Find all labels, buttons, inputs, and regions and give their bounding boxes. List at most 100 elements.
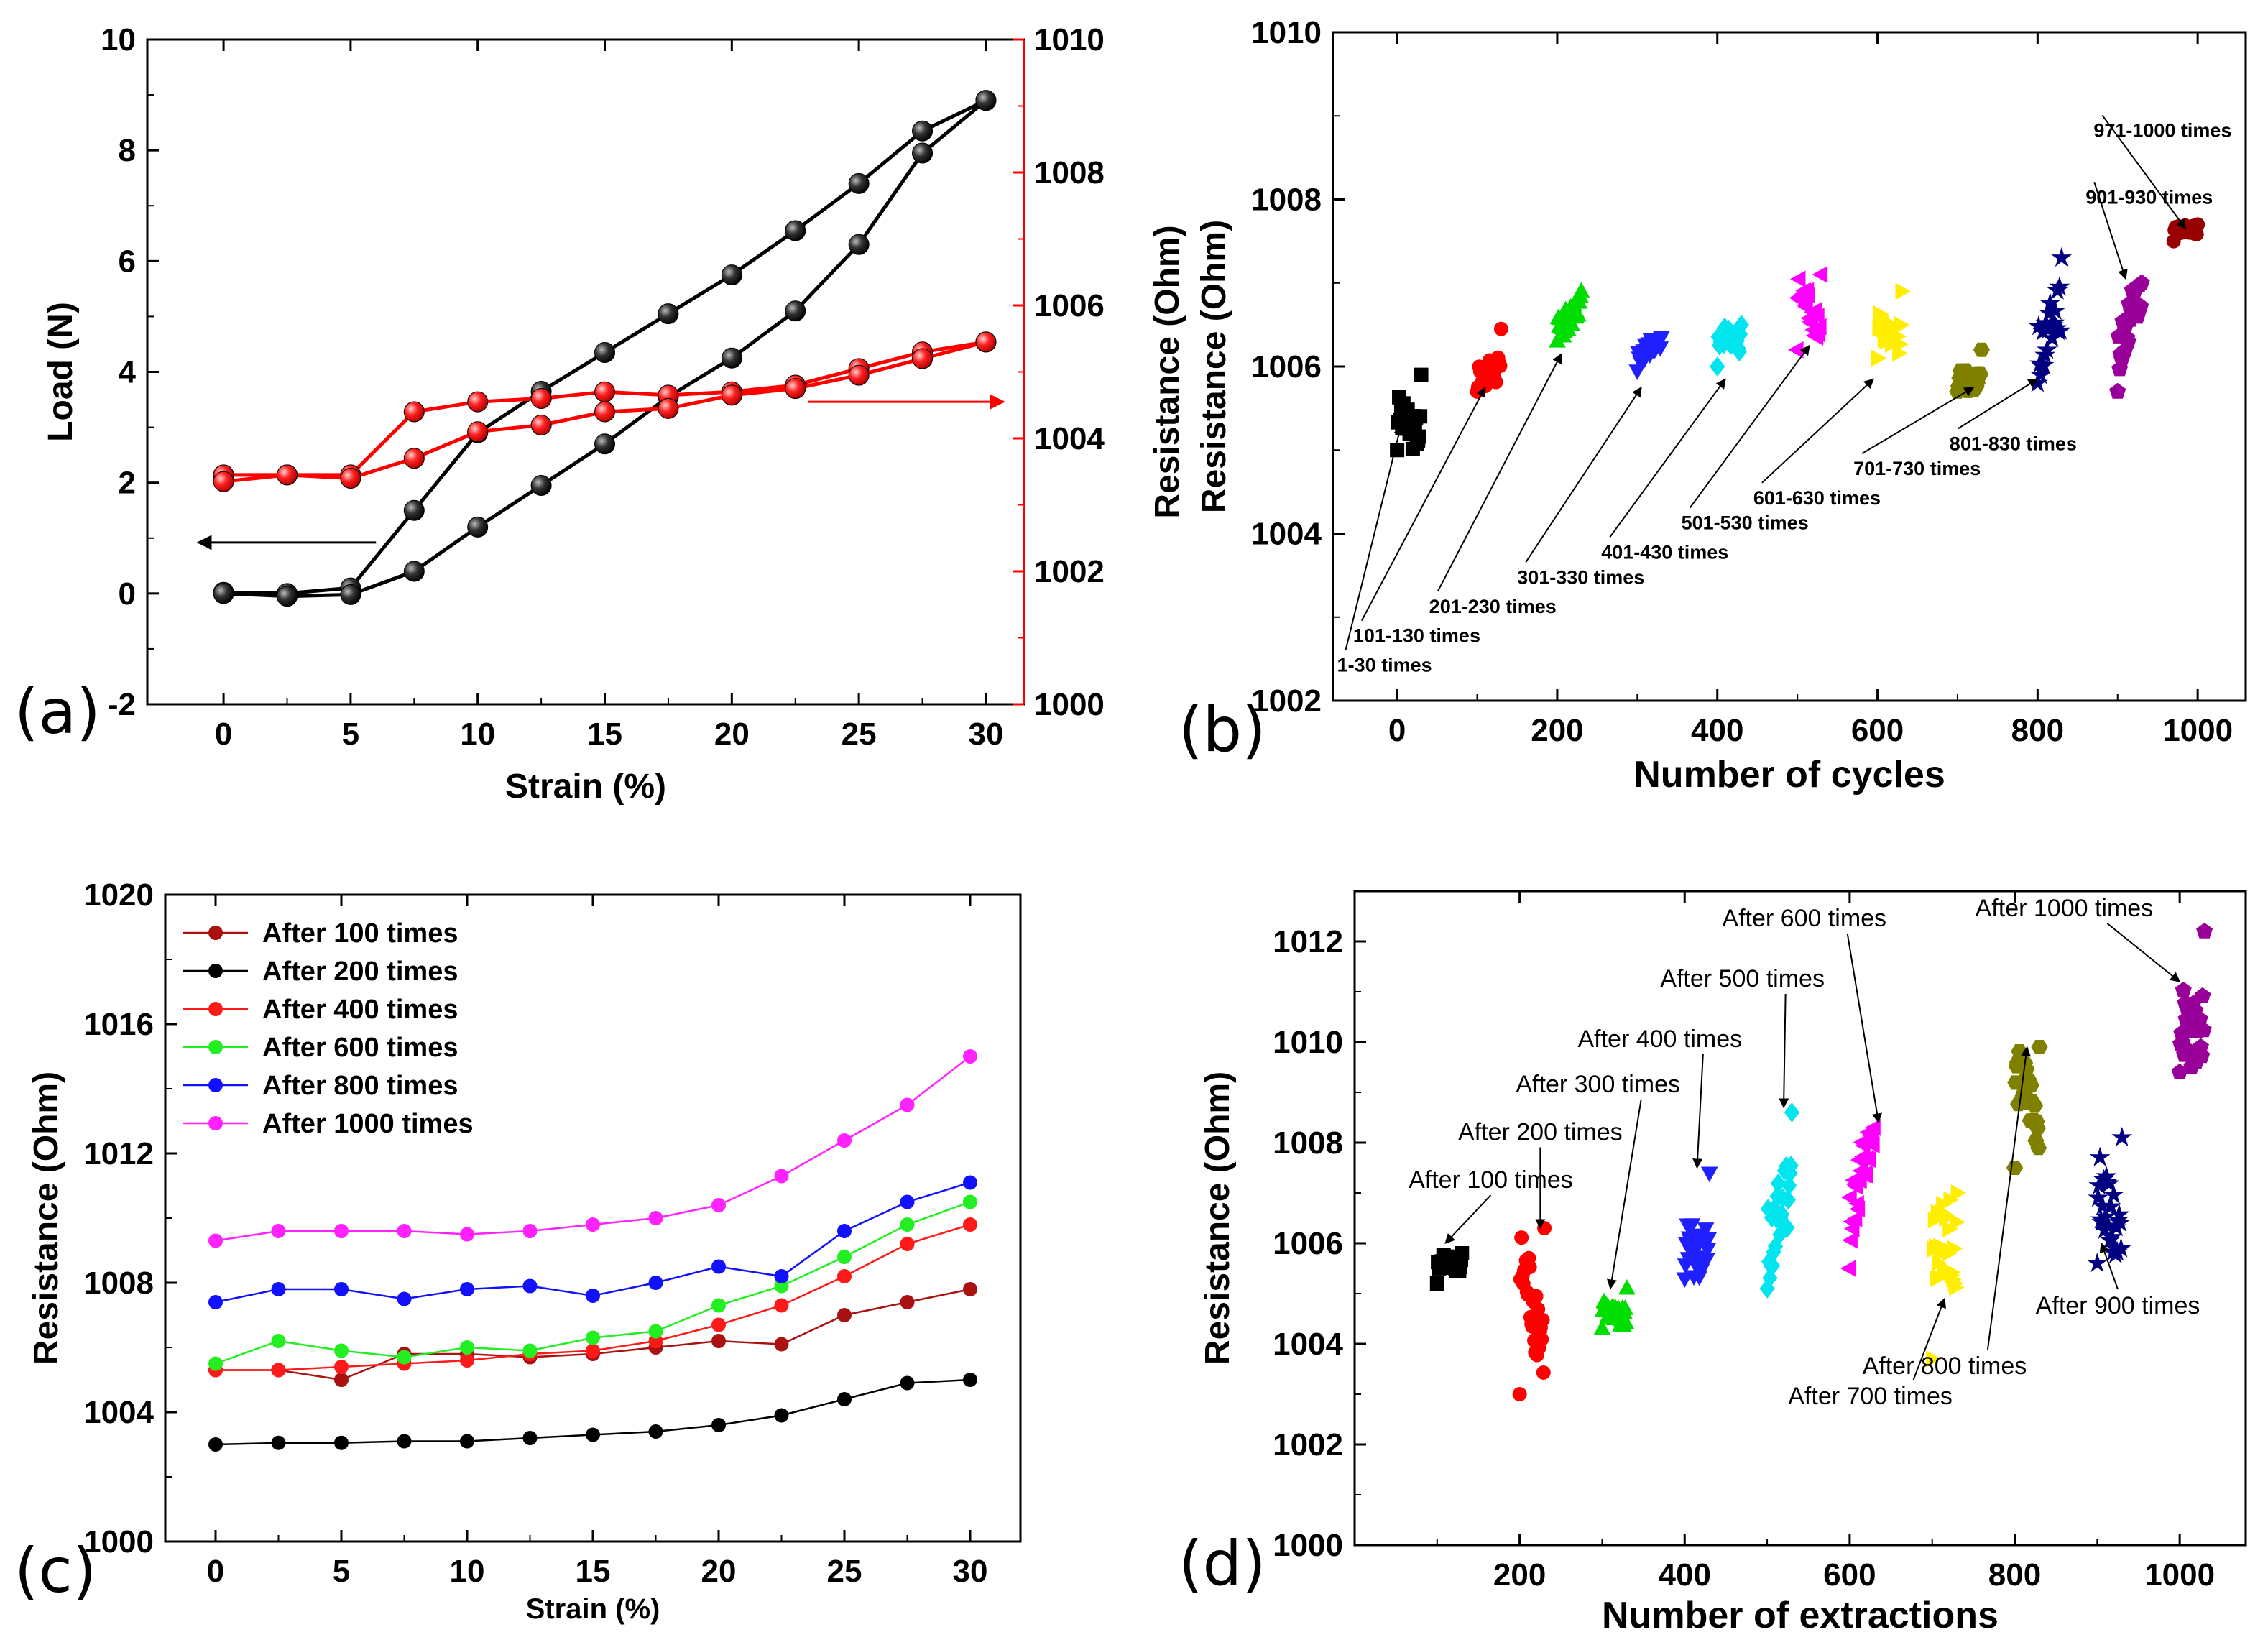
legend-marker [208,926,223,940]
annotation-after-600-times: After 600 times [1722,905,1886,932]
data-point-after-400-times [1700,1232,1718,1248]
annotation-arrow [1861,387,1975,454]
annotation-301-330-times: 301-330 times [1517,566,1644,588]
data-point-after-200-times [1529,1289,1544,1304]
data-point-971-1000-times [2190,217,2205,232]
data-point-after-500-times [1780,1189,1797,1210]
plot-frame-d [1353,890,2247,1547]
data-point-after-400-times [271,1363,286,1378]
data-point-after-800-times [586,1289,600,1303]
annotation-arrow [2106,923,2181,982]
data-point-101-130-times [1488,374,1503,390]
data-point-after-200-times [1522,1260,1537,1275]
data-point-after-800-times [2006,1161,2024,1175]
data-point-resistance-unloading [213,471,234,492]
annotation-arrow [1692,1054,1704,1169]
data-point-after-400-times [334,1360,349,1374]
data-point-resistance-loading [403,401,425,423]
annotation-arrow [1525,386,1642,563]
data-point-resistance-unloading [530,415,552,435]
data-point-after-400-times [900,1237,915,1251]
annotation-arrow [2093,182,2128,280]
legend-label: After 200 times [262,957,458,987]
annotation-601-630-times: 601-630 times [1753,487,1881,509]
data-point-after-500-times [1781,1175,1797,1196]
data-point-401-430-times [1733,315,1749,335]
data-point-resistance-unloading [467,421,489,443]
data-point-load-loading [848,172,870,194]
y2-tick-label: 1000 [1034,687,1105,722]
y-tick-label: 1006 [1273,1226,1343,1261]
data-point-901-930-times [2132,298,2149,314]
data-point-load-unloading [975,90,997,111]
y-tick-label: 1008 [1273,1125,1343,1161]
y2-axis-title: Resistance (Ohm) [1148,225,1186,518]
data-point-after-1000-times [460,1227,474,1242]
data-point-after-400-times [711,1317,726,1332]
data-point-801-830-times [2036,338,2057,359]
data-point-after-600-times [1864,1136,1880,1154]
annotation-arrow [1609,378,1726,538]
data-point-after-900-times [2101,1226,2123,1247]
data-point-201-230-times [1569,306,1587,322]
plot-frame-a [146,38,1025,706]
legend-label: After 400 times [262,995,458,1025]
data-point-after-300-times [1616,1299,1634,1315]
data-point-load-unloading [848,234,870,255]
y-tick-label: 2 [119,466,136,501]
panel-a: 0 5 10 15 20 25 30 -2 0 2 4 6 8 10 1000 1002 1004 1006 100… [14,22,1186,806]
annotation-arrow [1761,378,1874,484]
x-tick-label: 25 [827,1554,862,1589]
data-point-after-200-times [1537,1221,1552,1235]
data-point-after-600-times [1842,1231,1858,1249]
data-point-801-830-times [2039,292,2061,313]
y-tick-label: 1012 [1273,924,1343,959]
x-tick-label: 15 [576,1554,611,1589]
x-tick-label: 200 [1531,713,1583,748]
data-point-after-600-times [334,1343,349,1358]
legend-marker [208,1078,223,1092]
x-axis-title: Number of extractions [1602,1595,1999,1636]
data-point-after-100-times [334,1373,349,1387]
data-point-after-800-times [963,1175,977,1190]
data-point-after-900-times [2088,1186,2108,1207]
y-tick-label: 1004 [1251,517,1322,552]
annotation-after-400-times: After 400 times [1577,1026,1742,1053]
annotation-after-800-times: After 800 times [1863,1352,2027,1380]
data-point-load-unloading [213,583,234,604]
data-point-resistance-unloading [721,384,742,406]
data-point-after-1000-times [2175,981,2192,997]
data-point-after-1000-times [586,1217,600,1232]
data-point-after-200-times [271,1435,286,1450]
data-point-after-1000-times [2193,1047,2211,1064]
annotation-after-900-times: After 900 times [2036,1292,2200,1319]
data-point-after-200-times [837,1392,852,1406]
annotation-after-1000-times: After 1000 times [1976,895,2154,922]
data-point-after-200-times [900,1375,915,1391]
y-tick-label: 1000 [1273,1528,1343,1563]
data-point-after-600-times [711,1298,726,1313]
data-point-load-loading [658,303,679,325]
data-point-load-unloading [467,516,489,538]
data-point-resistance-unloading [340,468,361,489]
data-point-after-200-times [1536,1365,1551,1380]
data-point-after-800-times [648,1276,663,1290]
data-point-after-200-times [1531,1301,1546,1317]
y2-tick-label: 1006 [1034,288,1105,323]
data-point-resistance-loading [467,391,489,412]
y-tick-label: -2 [108,687,136,722]
x-tick-label: 5 [342,716,359,752]
data-point-after-1000-times [522,1224,538,1238]
y-tick-label: 1008 [83,1266,154,1301]
annotation-501-530-times: 501-530 times [1682,512,1809,534]
data-point-after-200-times [963,1373,977,1387]
data-point-601-630-times [1894,316,1910,333]
annotation-arrow [1779,993,1789,1109]
x-tick-label: 400 [1659,1557,1711,1593]
annotation-201-230-times: 201-230 times [1429,596,1557,617]
data-point-resistance-unloading [912,348,934,369]
y-tick-label: 1020 [83,877,154,913]
data-point-after-800-times [460,1282,474,1296]
data-point-after-600-times [1849,1200,1866,1218]
